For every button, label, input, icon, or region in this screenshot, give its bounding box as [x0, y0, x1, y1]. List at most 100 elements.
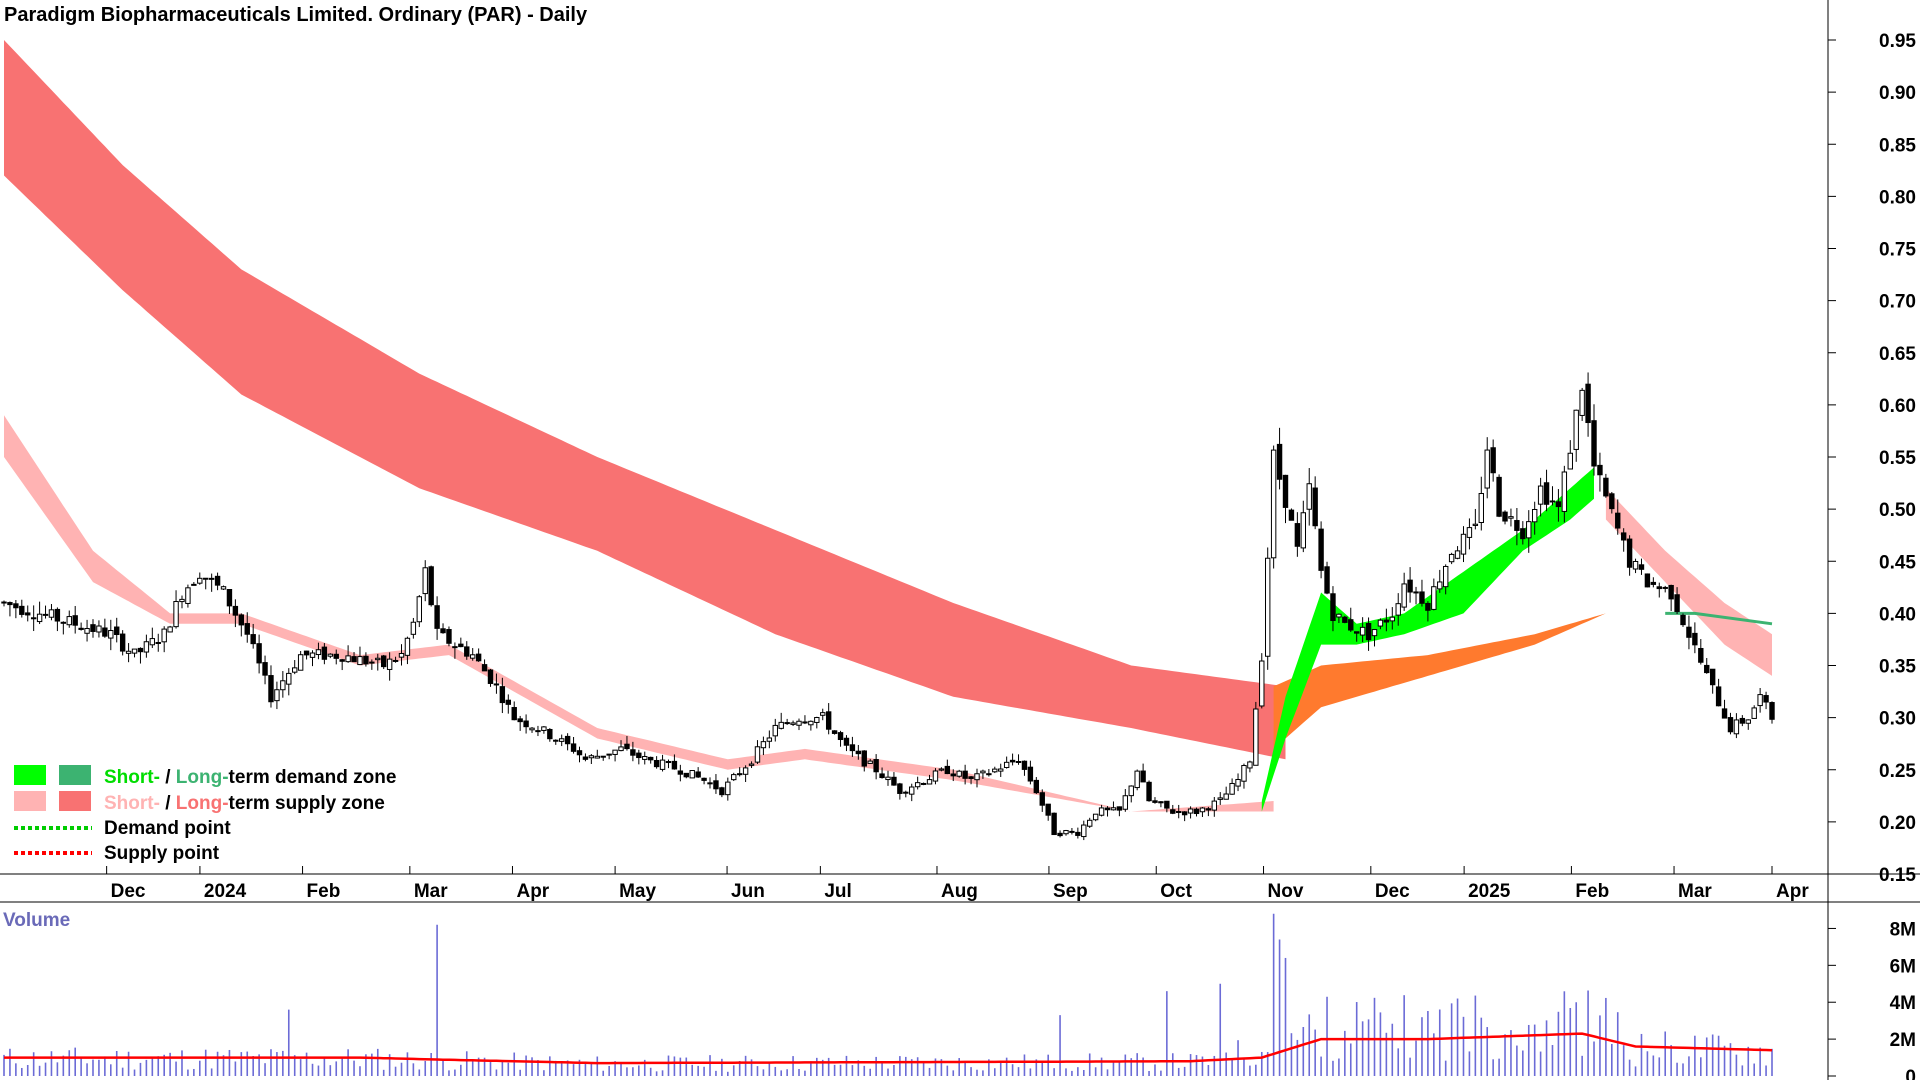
candle: [606, 753, 612, 760]
candle-body: [825, 711, 832, 730]
candle: [1549, 486, 1556, 506]
candle: [1205, 806, 1212, 817]
candle-body: [398, 653, 405, 658]
candle-body: [1460, 533, 1467, 555]
candle-body: [30, 617, 37, 620]
candle-body: [404, 637, 411, 656]
candle: [796, 718, 802, 731]
candle: [529, 726, 535, 733]
candle-body: [1051, 812, 1057, 836]
candle: [321, 643, 328, 665]
candle: [855, 744, 862, 760]
candle-body: [636, 752, 642, 759]
candle: [274, 681, 280, 710]
candle: [357, 646, 363, 666]
x-tick-label: Dec: [1375, 881, 1410, 902]
candle: [1330, 586, 1336, 632]
price-y-tick-label: 0.60: [1879, 396, 1916, 417]
candle-body: [72, 615, 78, 626]
candle-body: [1573, 409, 1579, 450]
candle-body: [831, 730, 838, 734]
candle: [13, 599, 19, 619]
candle-body: [179, 598, 185, 603]
candle: [1526, 510, 1532, 553]
candle: [920, 782, 927, 786]
candle: [487, 669, 494, 687]
candle: [980, 769, 986, 779]
price-y-tick-label: 0.15: [1879, 865, 1916, 886]
candle: [327, 653, 334, 659]
candle: [1087, 817, 1093, 828]
candle: [1484, 437, 1490, 499]
candle: [1567, 440, 1573, 470]
candle: [1561, 465, 1568, 523]
candle-body: [1306, 483, 1312, 510]
candle: [333, 649, 339, 665]
candle: [885, 770, 891, 786]
candle-body: [1199, 807, 1206, 813]
candle-body: [897, 783, 903, 794]
candle: [1170, 804, 1176, 815]
candle: [998, 763, 1004, 777]
candle: [1199, 807, 1206, 817]
candle-body: [143, 641, 150, 653]
candle-body: [262, 662, 268, 676]
candle-body: [1692, 632, 1698, 646]
candle-body: [1715, 686, 1722, 707]
candle-body: [1193, 808, 1200, 815]
candle: [665, 759, 672, 769]
candle: [1626, 535, 1633, 576]
candle: [286, 668, 292, 696]
candle-body: [1543, 482, 1550, 505]
candle: [493, 673, 500, 694]
candle: [659, 754, 666, 772]
candle: [653, 756, 660, 769]
candle: [1751, 705, 1757, 719]
legend-supply-point: Supply point: [104, 843, 220, 864]
candle-body: [345, 655, 351, 663]
candle: [1638, 558, 1645, 575]
candle: [1045, 803, 1051, 821]
candle-body: [1276, 443, 1283, 480]
candle-body: [1033, 779, 1040, 794]
candle: [220, 585, 227, 590]
candle: [315, 642, 322, 660]
candle-body: [1063, 830, 1069, 835]
candle-body: [1104, 807, 1111, 811]
candle: [54, 607, 61, 632]
candle-body: [1620, 532, 1627, 541]
candle: [1478, 476, 1484, 531]
candle: [428, 565, 434, 607]
candle-body: [469, 654, 476, 659]
candle-body: [1318, 528, 1324, 571]
candle-body: [1437, 581, 1443, 590]
candle-body: [1270, 449, 1277, 559]
price-y-tick-label: 0.65: [1879, 344, 1916, 365]
candle-body: [1348, 619, 1354, 631]
candle: [1407, 567, 1413, 603]
legend-demand-sep: /: [160, 767, 176, 788]
candle-body: [1626, 538, 1633, 568]
candle-body: [1223, 793, 1229, 800]
candle: [351, 652, 357, 663]
candle: [867, 758, 873, 764]
candle-body: [1674, 594, 1680, 613]
candle: [1152, 797, 1158, 804]
candle-body: [778, 721, 784, 729]
candle-body: [357, 656, 363, 666]
candle: [1769, 701, 1775, 724]
candle-body: [695, 771, 701, 778]
legend-supply-short: Short-: [104, 793, 160, 814]
candle: [1442, 564, 1449, 595]
candle: [837, 730, 844, 747]
candle: [1431, 578, 1437, 611]
candle-body: [48, 609, 55, 618]
candle-body: [238, 614, 245, 626]
candle: [1656, 582, 1662, 598]
candle-body: [772, 724, 778, 737]
candle: [173, 590, 179, 629]
candle: [90, 619, 96, 638]
candle-body: [1704, 664, 1710, 674]
candle-body: [1733, 719, 1740, 735]
candle-body: [505, 699, 511, 705]
